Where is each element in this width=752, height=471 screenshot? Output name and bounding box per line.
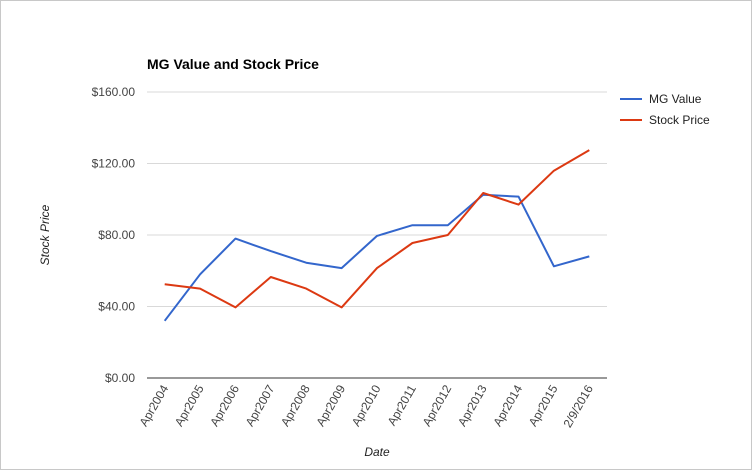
y-tick-label: $80.00 — [98, 228, 135, 242]
y-tick-label: $160.00 — [92, 85, 136, 99]
x-tick-label: Apr2010 — [349, 382, 384, 429]
x-tick-label: Apr2014 — [490, 382, 525, 429]
x-tick-label: Apr2012 — [420, 382, 455, 429]
x-tick-label: Apr2015 — [526, 382, 561, 429]
series-line-stock-price — [165, 150, 590, 307]
x-tick-label: Apr2005 — [172, 382, 207, 429]
legend-label-stock-price: Stock Price — [649, 113, 710, 127]
y-axis-ticks: $0.00 $40.00 $80.00 $120.00 $160.00 — [92, 85, 136, 385]
x-axis-title: Date — [364, 445, 390, 459]
chart-title: MG Value and Stock Price — [147, 56, 319, 72]
x-tick-label: Apr2006 — [207, 382, 242, 429]
x-tick-label: Apr2008 — [278, 382, 313, 429]
y-axis-title: Stock Price — [38, 204, 52, 265]
legend: MG Value Stock Price — [620, 92, 710, 127]
x-tick-label: Apr2013 — [455, 382, 490, 429]
x-tick-label: Apr2009 — [313, 382, 348, 429]
x-tick-label: Apr2007 — [243, 382, 278, 429]
y-tick-label: $40.00 — [98, 300, 135, 314]
y-tick-label: $120.00 — [92, 157, 136, 171]
x-tick-label: 2/9/2016 — [560, 382, 596, 430]
x-tick-label: Apr2004 — [136, 382, 171, 429]
y-tick-label: $0.00 — [105, 371, 135, 385]
series-line-mg-value — [165, 195, 590, 321]
legend-label-mg-value: MG Value — [649, 92, 702, 106]
x-tick-label: Apr2011 — [385, 382, 420, 428]
